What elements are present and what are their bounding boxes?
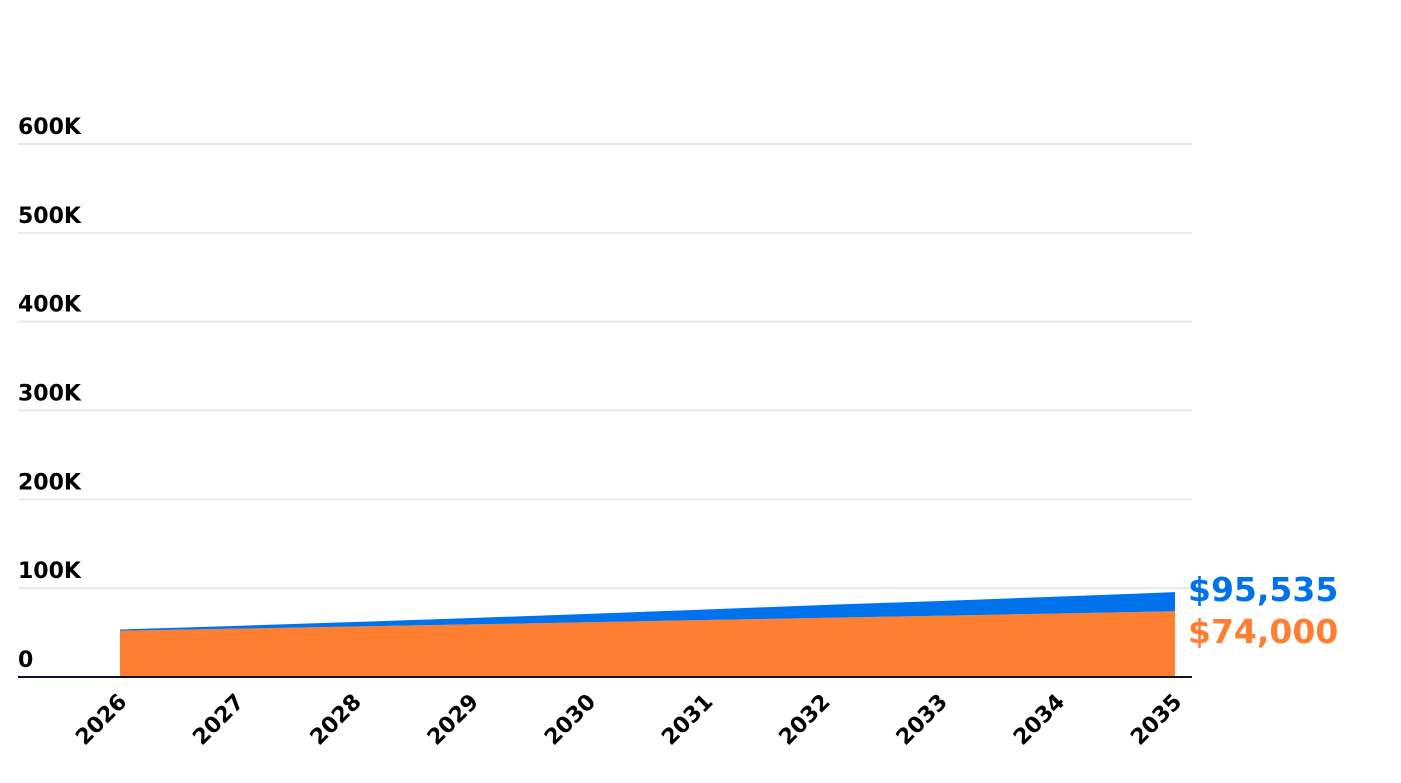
x-tick-label: 2033 (892, 690, 953, 751)
end-value-labels: $95,535$74,000 (1188, 570, 1338, 651)
y-tick-label: 400K (18, 293, 82, 318)
y-tick-label: 500K (18, 204, 82, 229)
x-tick-label: 2035 (1126, 690, 1187, 751)
y-tick-label: 600K (18, 115, 82, 140)
y-tick-label: 0 (18, 648, 33, 673)
x-tick-label: 2034 (1009, 690, 1070, 751)
area-series (120, 592, 1175, 677)
gridlines (18, 143, 1192, 590)
end-value-label: $74,000 (1188, 612, 1338, 651)
y-tick-label: 100K (18, 559, 82, 584)
area-series-2 (120, 592, 1175, 631)
area-series-1 (120, 611, 1175, 677)
y-tick-label: 200K (18, 470, 82, 495)
x-tick-label: 2026 (71, 690, 132, 751)
x-tick-label: 2028 (306, 690, 367, 751)
x-tick-label: 2032 (775, 690, 836, 751)
y-tick-label: 300K (18, 382, 82, 407)
x-tick-label: 2029 (423, 690, 484, 751)
y-axis-tick-labels: 0 100K 200K 300K 400K 500K 600K (18, 115, 82, 673)
end-value-label: $95,535 (1188, 570, 1338, 609)
x-axis-tick-labels: 2026 2027 2028 2029 2030 2031 2032 2033 2034 2035 (71, 690, 1187, 751)
x-tick-label: 2031 (657, 690, 718, 751)
x-tick-label: 2027 (188, 690, 249, 751)
x-tick-label: 2030 (540, 690, 601, 751)
